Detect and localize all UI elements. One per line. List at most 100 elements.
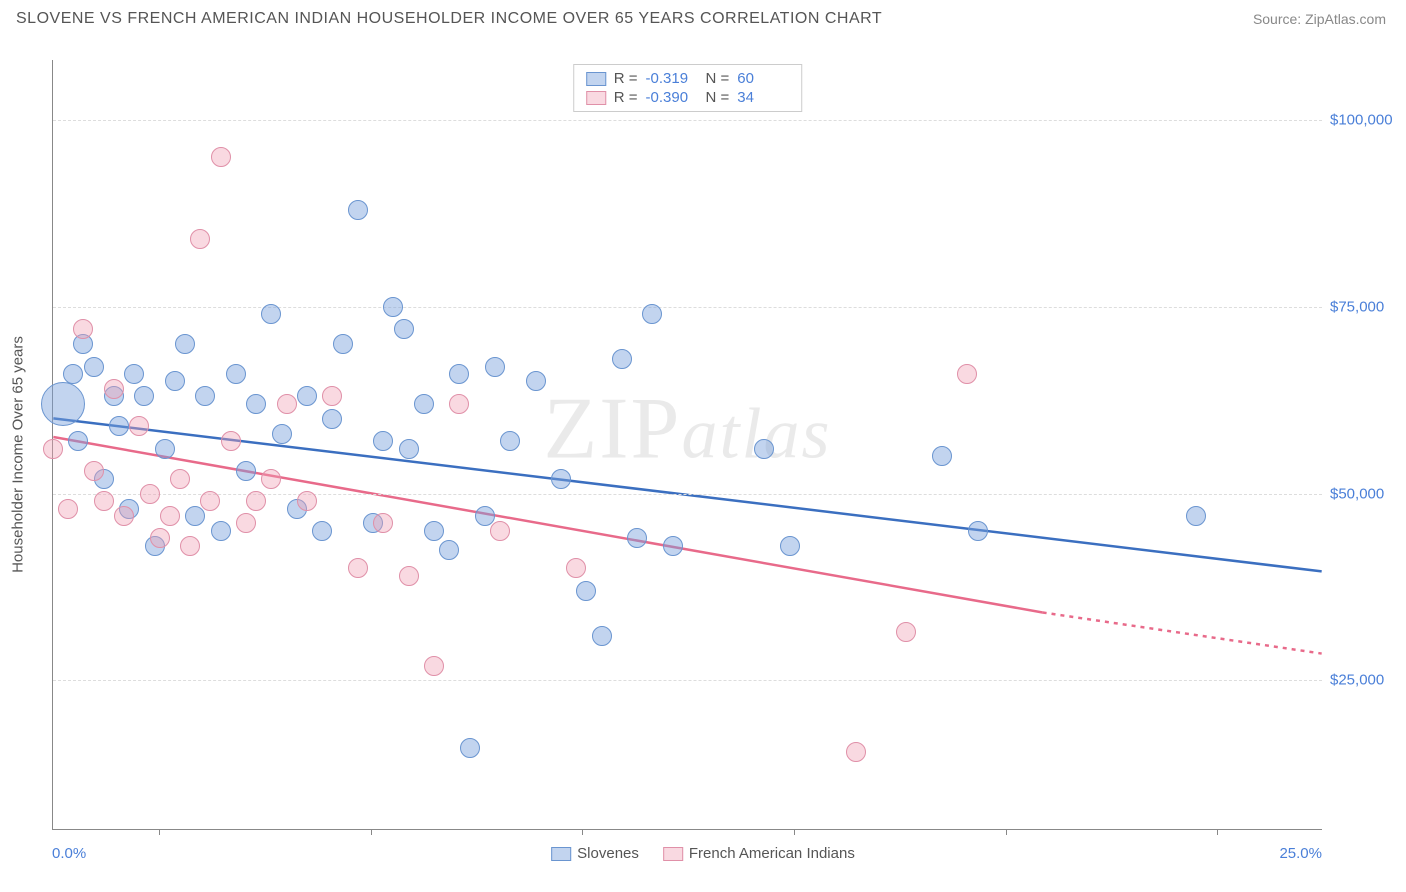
point-slovenes xyxy=(968,521,988,541)
point-slovenes xyxy=(592,626,612,646)
point-slovenes xyxy=(124,364,144,384)
point-french xyxy=(104,379,124,399)
point-slovenes xyxy=(322,409,342,429)
legend-item-slovenes: Slovenes xyxy=(551,845,639,862)
point-slovenes xyxy=(246,394,266,414)
point-french xyxy=(43,439,63,459)
legend-label-a: Slovenes xyxy=(577,845,639,862)
point-slovenes xyxy=(576,581,596,601)
y-tick-label: $25,000 xyxy=(1330,672,1400,689)
point-slovenes xyxy=(155,439,175,459)
point-french xyxy=(170,469,190,489)
point-slovenes xyxy=(526,371,546,391)
point-french xyxy=(114,506,134,526)
x-axis-end-label: 25.0% xyxy=(1279,845,1322,862)
swatch-slovenes xyxy=(586,72,606,86)
gridline xyxy=(53,307,1322,308)
source-label: Source: ZipAtlas.com xyxy=(1253,11,1386,27)
point-french xyxy=(322,386,342,406)
point-slovenes xyxy=(373,431,393,451)
x-tick xyxy=(794,829,795,835)
point-slovenes xyxy=(226,364,246,384)
point-french xyxy=(84,461,104,481)
point-slovenes xyxy=(627,528,647,548)
point-slovenes xyxy=(1186,506,1206,526)
point-slovenes xyxy=(449,364,469,384)
point-french xyxy=(566,558,586,578)
point-french xyxy=(140,484,160,504)
point-french xyxy=(58,499,78,519)
point-french xyxy=(277,394,297,414)
point-french xyxy=(846,742,866,762)
point-slovenes xyxy=(312,521,332,541)
gridline xyxy=(53,680,1322,681)
point-slovenes xyxy=(500,431,520,451)
point-french xyxy=(297,491,317,511)
point-french xyxy=(261,469,281,489)
point-french xyxy=(236,513,256,533)
stat-label-n: N = xyxy=(706,89,730,106)
x-tick xyxy=(1006,829,1007,835)
point-slovenes xyxy=(394,319,414,339)
stats-legend: R = -0.319 N = 60 R = -0.390 N = 34 xyxy=(573,64,803,112)
point-french xyxy=(424,656,444,676)
point-slovenes xyxy=(175,334,195,354)
chart-area: ZIPatlas R = -0.319 N = 60 R = -0.390 N … xyxy=(52,60,1322,830)
swatch-slovenes xyxy=(551,847,571,861)
point-slovenes xyxy=(348,200,368,220)
stats-row-a: R = -0.319 N = 60 xyxy=(586,69,790,88)
point-french xyxy=(160,506,180,526)
swatch-french xyxy=(663,847,683,861)
stat-label-n: N = xyxy=(706,70,730,87)
point-slovenes xyxy=(414,394,434,414)
x-axis-start-label: 0.0% xyxy=(52,845,86,862)
point-french xyxy=(896,622,916,642)
point-french xyxy=(348,558,368,578)
plot-svg xyxy=(53,60,1322,829)
point-slovenes xyxy=(165,371,185,391)
point-french xyxy=(449,394,469,414)
stat-n-b: 34 xyxy=(737,89,789,106)
point-slovenes xyxy=(134,386,154,406)
point-french xyxy=(94,491,114,511)
point-french xyxy=(73,319,93,339)
point-slovenes xyxy=(642,304,662,324)
y-axis-label: Householder Income Over 65 years xyxy=(10,336,27,573)
point-french xyxy=(246,491,266,511)
point-slovenes xyxy=(424,521,444,541)
point-slovenes xyxy=(236,461,256,481)
point-slovenes xyxy=(551,469,571,489)
stat-label-r: R = xyxy=(614,89,638,106)
point-slovenes xyxy=(68,431,88,451)
point-slovenes xyxy=(109,416,129,436)
point-slovenes xyxy=(211,521,231,541)
point-french xyxy=(190,229,210,249)
legend-item-french: French American Indians xyxy=(663,845,855,862)
y-tick-label: $50,000 xyxy=(1330,485,1400,502)
legend-label-b: French American Indians xyxy=(689,845,855,862)
point-slovenes xyxy=(41,382,85,426)
trend-line xyxy=(53,437,1042,612)
series-legend: Slovenes French American Indians xyxy=(551,845,855,862)
point-slovenes xyxy=(297,386,317,406)
point-french xyxy=(373,513,393,533)
stat-n-a: 60 xyxy=(737,70,789,87)
stat-r-b: -0.390 xyxy=(646,89,698,106)
gridline xyxy=(53,120,1322,121)
point-slovenes xyxy=(780,536,800,556)
point-slovenes xyxy=(383,297,403,317)
y-tick-label: $100,000 xyxy=(1330,111,1400,128)
point-french xyxy=(200,491,220,511)
point-slovenes xyxy=(754,439,774,459)
point-french xyxy=(221,431,241,451)
stat-label-r: R = xyxy=(614,70,638,87)
x-tick xyxy=(1217,829,1218,835)
point-slovenes xyxy=(612,349,632,369)
x-tick xyxy=(159,829,160,835)
point-slovenes xyxy=(475,506,495,526)
point-slovenes xyxy=(439,540,459,560)
swatch-french xyxy=(586,91,606,105)
point-slovenes xyxy=(185,506,205,526)
point-slovenes xyxy=(63,364,83,384)
point-slovenes xyxy=(460,738,480,758)
